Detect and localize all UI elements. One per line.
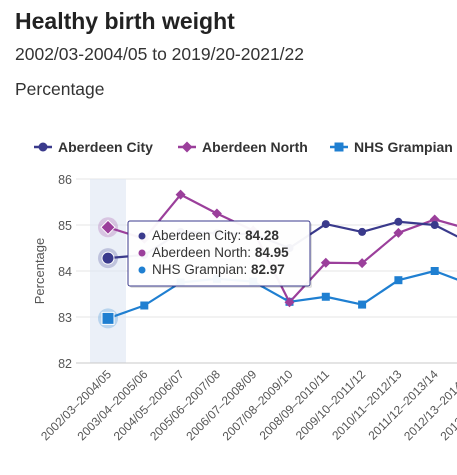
- tooltip-value: 84.95: [255, 245, 289, 260]
- y-axis: 82 83 84 85 86: [58, 173, 72, 371]
- legend-item-aberdeen-city[interactable]: Aberdeen City: [34, 139, 153, 155]
- data-point: [394, 276, 403, 285]
- tooltip-bullet: [138, 249, 146, 257]
- data-point: [175, 189, 186, 200]
- legend-marker: [181, 141, 193, 153]
- legend-item-aberdeen-north[interactable]: Aberdeen North: [178, 139, 308, 155]
- legend-item-nhs-grampian[interactable]: NHS Grampian: [330, 139, 453, 155]
- tooltip-label: NHS Grampian:: [152, 262, 251, 277]
- chart-subtitle: 2002/03-2004/05 to 2019/20-2021/22: [15, 44, 305, 64]
- tooltip-bullet: [138, 232, 146, 240]
- tooltip-box: [127, 220, 311, 287]
- y-axis-label: Percentage: [32, 238, 47, 305]
- data-point: [321, 292, 330, 301]
- tooltip: Aberdeen City: 84.28 Aberdeen North: 84.9…: [127, 220, 312, 288]
- data-point: [320, 257, 331, 268]
- data-point: [358, 227, 367, 236]
- legend-marker: [334, 142, 344, 152]
- y-tick-label: 82: [58, 357, 72, 371]
- data-point: [357, 258, 368, 269]
- data-point: [284, 297, 295, 308]
- y-tick-label: 86: [58, 173, 72, 187]
- data-point: [211, 208, 222, 219]
- data-point: [101, 311, 115, 325]
- tooltip-label: Aberdeen North:: [152, 245, 255, 260]
- tooltip-row: NHS Grampian: 82.97: [152, 262, 285, 277]
- y-tick-label: 85: [58, 219, 72, 233]
- data-point: [100, 219, 116, 236]
- hover-band: [90, 179, 126, 363]
- data-point: [430, 267, 439, 275]
- data-point: [393, 227, 404, 238]
- tooltip-value: 84.28: [245, 228, 279, 243]
- data-point: [140, 301, 149, 310]
- legend-label: NHS Grampian: [354, 139, 453, 155]
- chart-title: Healthy birth weight: [15, 8, 235, 34]
- x-axis: 2002/03–2004/052003/04–2005/062004/05–20…: [38, 362, 457, 443]
- legend: Aberdeen City Aberdeen North NHS Grampian: [34, 139, 453, 155]
- data-point: [394, 217, 403, 226]
- data-point: [321, 220, 330, 229]
- data-point: [101, 251, 115, 265]
- data-point: [358, 300, 367, 309]
- tooltip-label: Aberdeen City:: [152, 228, 245, 243]
- tooltip-value: 82.97: [251, 262, 285, 277]
- y-tick-label: 84: [58, 265, 72, 279]
- y-tick-label: 83: [58, 311, 72, 325]
- legend-marker: [38, 142, 48, 152]
- tooltip-row: Aberdeen North: 84.95: [152, 245, 289, 260]
- legend-label: Aberdeen North: [202, 139, 308, 155]
- data-point: [430, 221, 439, 229]
- tooltip-row: Aberdeen City: 84.28: [152, 228, 279, 243]
- tooltip-bullet: [138, 266, 146, 274]
- unit-label: Percentage: [15, 79, 105, 99]
- legend-label: Aberdeen City: [58, 139, 153, 155]
